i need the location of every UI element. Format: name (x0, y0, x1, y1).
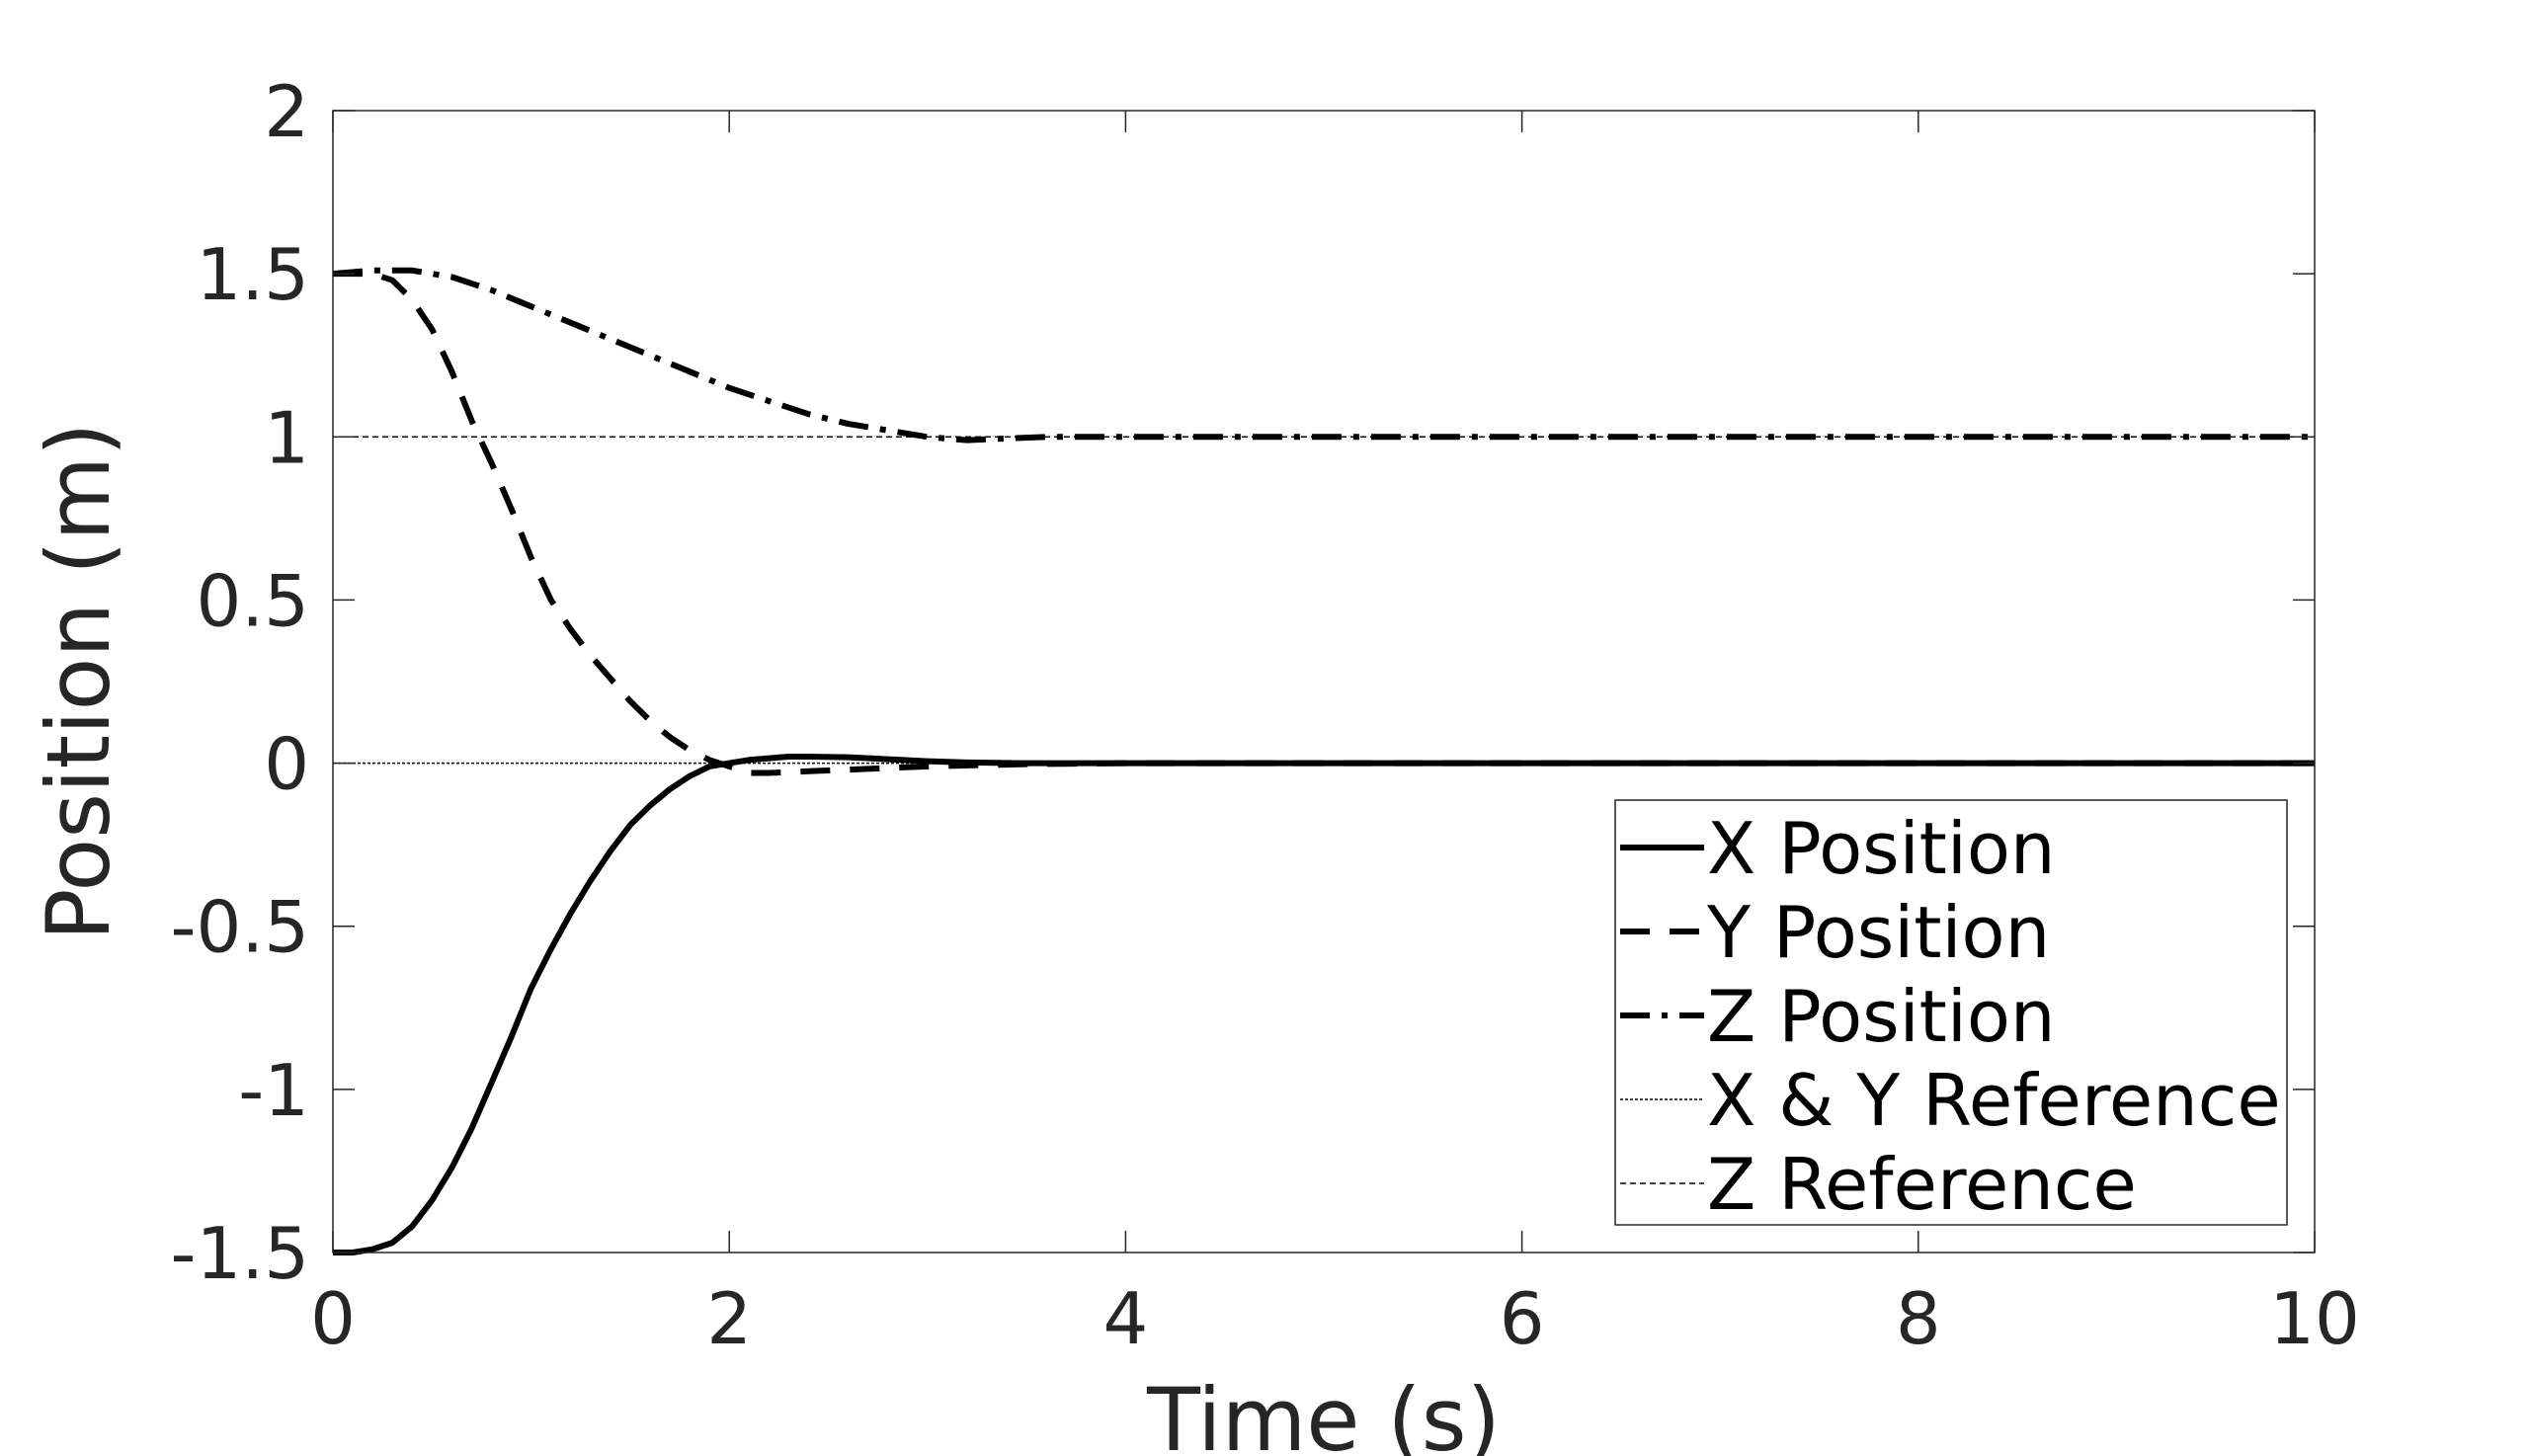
y-tick-label: 2 (264, 70, 309, 153)
x-tick-label: 10 (2269, 1277, 2360, 1360)
legend-label: X Position (1707, 807, 2056, 890)
y-tick-label: 0 (264, 723, 309, 806)
legend-box (1614, 799, 2288, 1226)
y-tick-label: -1.5 (171, 1212, 309, 1295)
plot-frame (332, 110, 2316, 1254)
y-tick-label: -1 (238, 1049, 309, 1132)
axis-ticks (332, 110, 2316, 1254)
y-tick-label: 1 (264, 396, 309, 479)
legend-label: Z Reference (1707, 1143, 2137, 1226)
x-tick-labels: 0 2 4 6 8 10 (310, 1277, 2360, 1360)
x-tick-label: 6 (1500, 1277, 1545, 1360)
y-tick-labels: -1.5 -1 -0.5 0 0.5 1 1.5 2 (171, 70, 309, 1295)
y-tick-label: 1.5 (196, 233, 309, 316)
legend-label: Z Position (1707, 975, 2056, 1058)
series-line-2 (333, 271, 2315, 776)
x-tick-label: 2 (706, 1277, 752, 1360)
x-tick-label: 8 (1896, 1277, 1941, 1360)
y-axis-title: Position (m) (28, 423, 129, 941)
y-tick-label: -0.5 (171, 886, 309, 969)
legend-label: X & Y Reference (1707, 1059, 2281, 1142)
series-lines (332, 267, 2315, 1255)
y-tick-label: 0.5 (196, 559, 309, 642)
legend-label: Y Position (1706, 891, 2050, 974)
x-axis-title: Time (s) (1146, 1369, 1501, 1456)
x-tick-label: 4 (1102, 1277, 1148, 1360)
x-tick-label: 0 (310, 1277, 356, 1360)
